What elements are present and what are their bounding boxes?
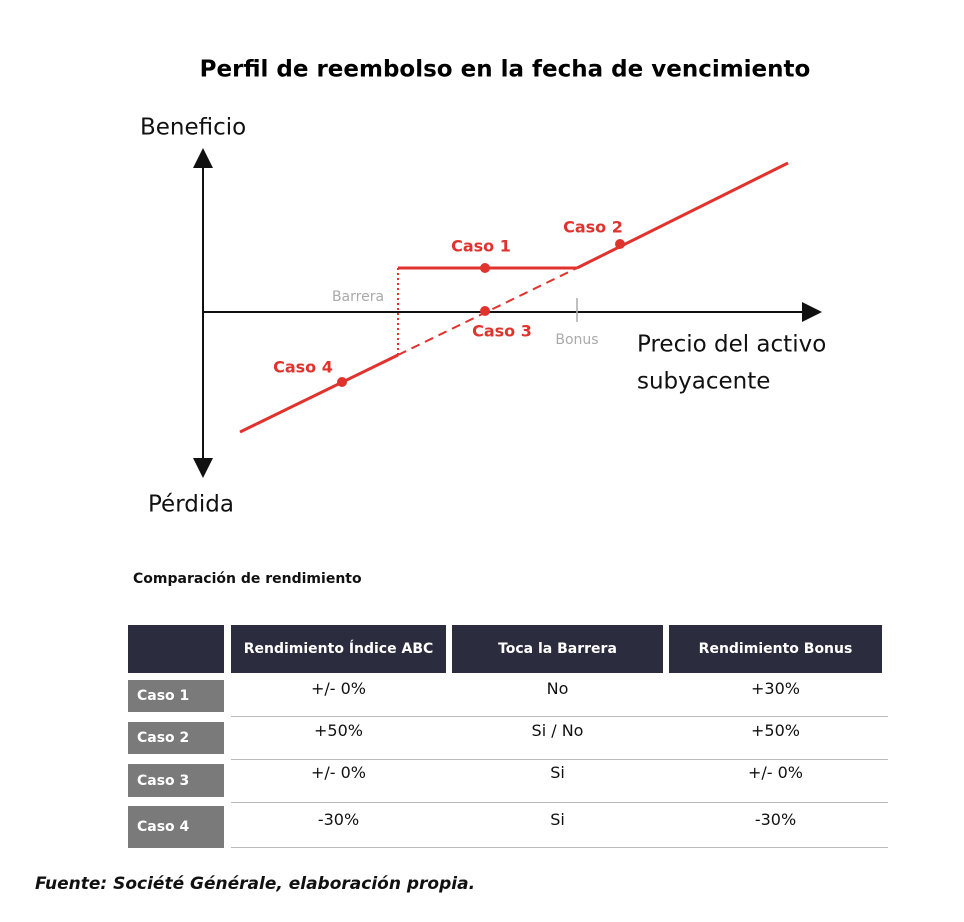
table-cell: Si	[550, 809, 565, 829]
table-cell: -30%	[754, 809, 797, 829]
case-label: Caso 2	[563, 218, 623, 237]
row-label: Caso 4	[128, 806, 224, 848]
table-cell: +50%	[751, 720, 800, 740]
table-cell: +/- 0%	[747, 763, 804, 782]
table-title: Comparación de rendimiento	[133, 571, 362, 587]
row-divider	[231, 759, 888, 760]
y-label-top: Beneficio	[140, 115, 246, 141]
header-cell: Toca la Barrera	[452, 625, 663, 673]
row-label: Caso 1	[128, 680, 224, 712]
bonus-label: Bonus	[555, 332, 598, 348]
header-cell: Rendimiento Índice ABC	[231, 625, 446, 673]
table-cell: +30%	[751, 678, 800, 698]
row-label: Caso 2	[128, 722, 224, 754]
table-cell: No	[546, 678, 569, 698]
table-cell: +/- 0%	[310, 678, 367, 698]
case-label: Caso 4	[273, 358, 333, 377]
table-cell: +50%	[314, 720, 363, 740]
table-cell: Si	[550, 763, 565, 782]
row-divider	[231, 716, 888, 717]
header-cell: Rendimiento Bonus	[669, 625, 882, 673]
title: Perfil de reembolso en la fecha de venci…	[200, 57, 811, 83]
case-label: Caso 3	[472, 322, 532, 341]
table-cell: -30%	[317, 809, 360, 829]
x-label: subyacente	[637, 369, 770, 395]
case-points	[337, 239, 625, 387]
header-cell	[128, 625, 224, 673]
barrier-label: Barrera	[332, 289, 384, 305]
row-divider	[231, 847, 888, 848]
footer: Fuente: Société Générale, elaboración pr…	[35, 874, 476, 894]
y-label-bottom: Pérdida	[148, 492, 234, 518]
table-cell: +/- 0%	[310, 763, 367, 782]
case-label: Caso 1	[451, 237, 511, 256]
x-label: Precio del activo	[637, 332, 826, 358]
table-cell: Si / No	[531, 720, 584, 740]
payoff-diagram: Perfil de reembolso en la fecha de venci…	[140, 57, 826, 518]
row-divider	[231, 802, 888, 803]
row-label: Caso 3	[128, 764, 224, 797]
